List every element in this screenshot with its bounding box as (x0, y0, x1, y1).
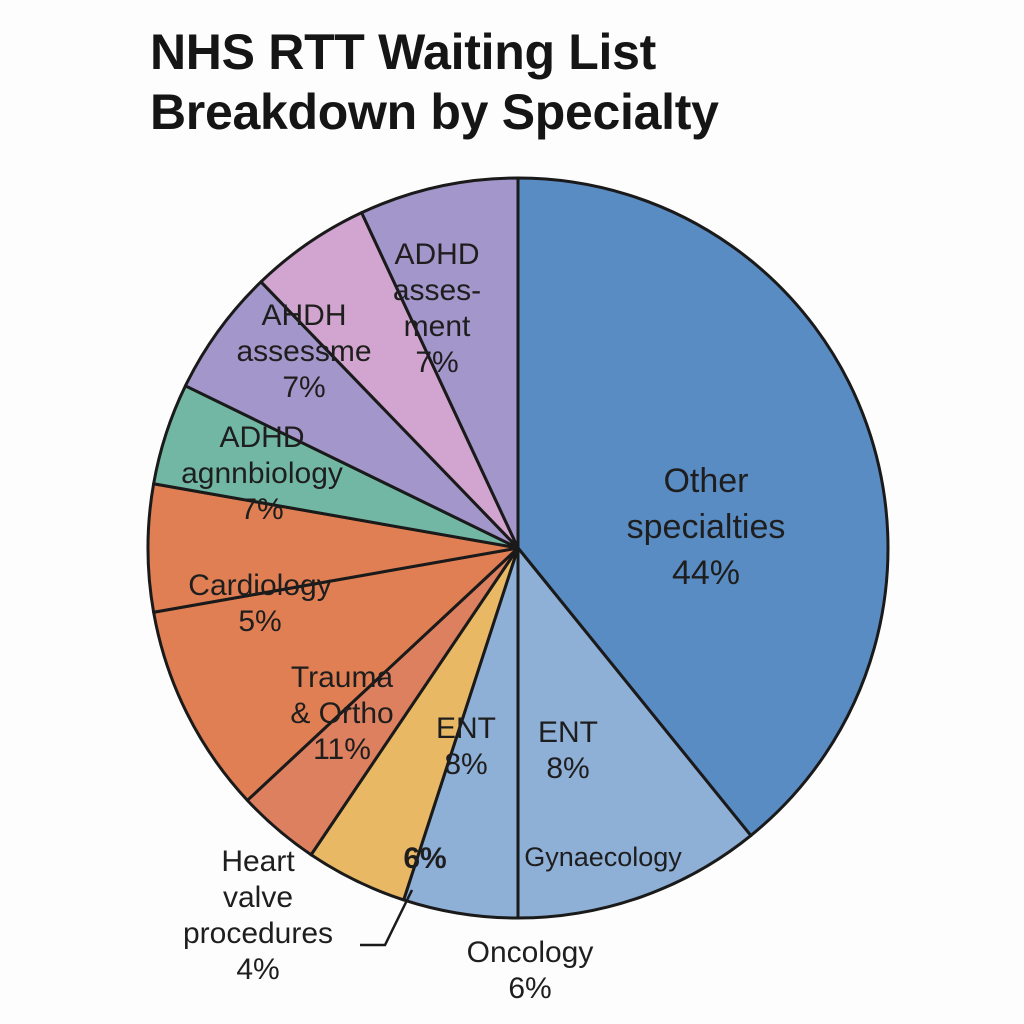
slice-value-label-4: 6% (403, 842, 446, 875)
pie-labels: Other specialties 44% Gynaecology ENT 8% 6% Onc… (181, 238, 785, 1005)
slice-label-2: Gynaecology (524, 842, 682, 872)
slice-name-label-4: Oncology 6% (467, 936, 594, 1005)
slice-label-1: Other specialties 44% (627, 462, 786, 592)
chart-title: NHS RTT Waiting List Breakdown by Specia… (150, 22, 990, 142)
heart-valve-leader-line (360, 889, 414, 947)
pie-slices (146, 176, 890, 920)
pie-slice-7 (146, 482, 520, 614)
pie-slice-9 (183, 280, 520, 550)
slice-label-7: Trauma & Ortho 11% (290, 661, 393, 766)
slice-label-8: Cardiology 5% (188, 569, 331, 638)
slice-label-11: ADHD asses-ment 7% (393, 238, 481, 379)
chart-title-line-2: Breakdown by Specialty (150, 84, 719, 140)
pie-slice-11 (360, 176, 520, 550)
slice-label-5: ENT 8% (436, 712, 496, 781)
pie-slice-1 (516, 176, 890, 838)
pie-slice-2 (516, 546, 753, 920)
slice-label-9: ADHD agnnbiology 7% (181, 421, 343, 526)
chart-title-line-1: NHS RTT Waiting List (150, 24, 656, 80)
slice-label-3: ENT 8% (538, 716, 598, 785)
slice-label-6: Heart valve procedures 4% (183, 845, 333, 986)
pie-slice-6 (152, 546, 520, 802)
slice-label-10: AHDH assessme 7% (236, 299, 371, 404)
